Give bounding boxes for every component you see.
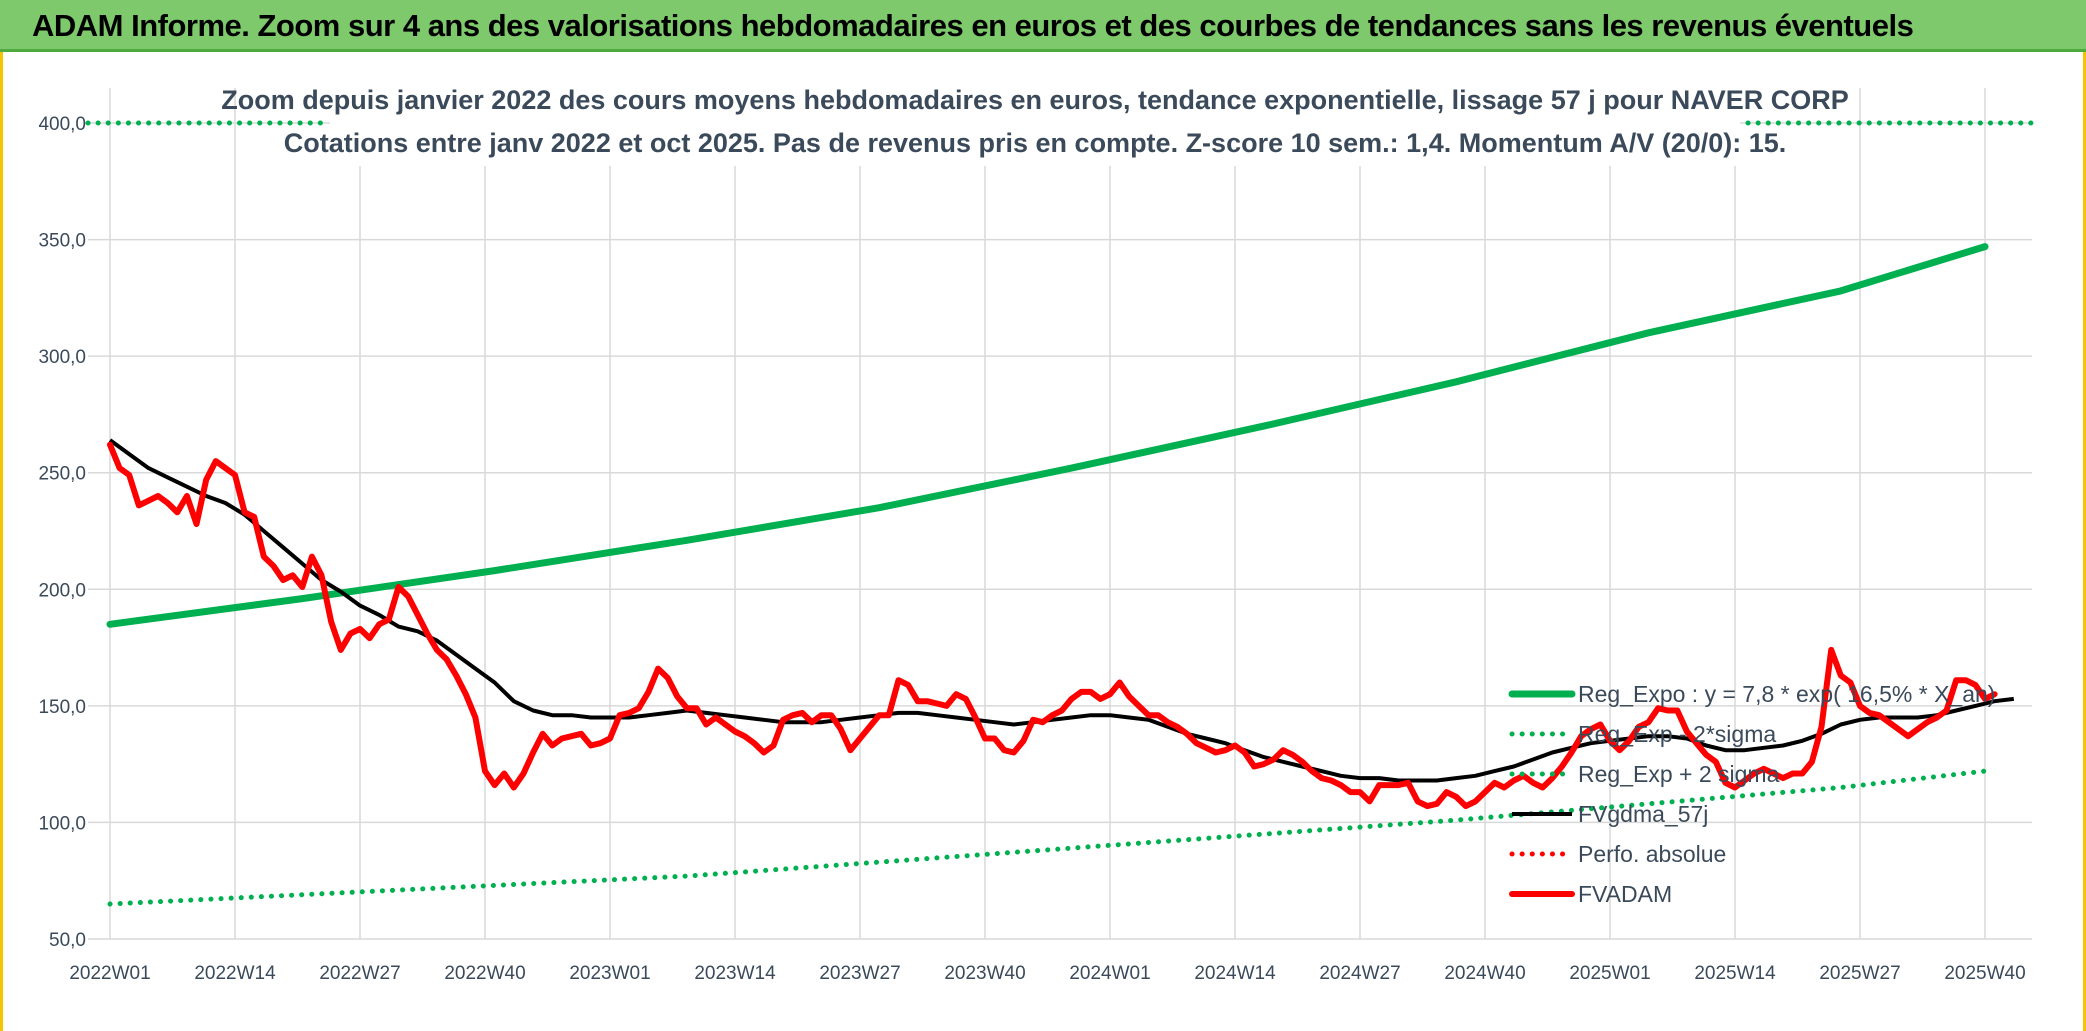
x-tick-label: 2025W14 (1694, 963, 1776, 984)
x-tick-label: 2025W40 (1944, 963, 2025, 984)
x-tick-label: 2022W27 (319, 963, 400, 984)
title-background (330, 76, 1740, 166)
x-tick-label: 2023W40 (944, 963, 1025, 984)
y-tick-label: 350,0 (38, 231, 86, 252)
legend-fvadam-label: FVADAM (1578, 881, 1672, 907)
x-tick-label: 2024W40 (1444, 963, 1525, 984)
x-tick-label: 2024W27 (1319, 963, 1400, 984)
y-tick-label: 400,0 (38, 114, 86, 135)
y-axis: 50,0 100,0 150,0 200,0 250,0 300,0 350,0 400,0 (38, 114, 86, 951)
x-tick-label: 2025W01 (1569, 963, 1650, 984)
y-tick-label: 250,0 (38, 464, 86, 485)
y-tick-label: 100,0 (38, 813, 86, 834)
legend-plus-sigma-label: Reg_Exp + 2 sigma (1578, 761, 1780, 787)
legend-minus-sigma-label: Reg_Exp - 2*sigma (1578, 721, 1776, 747)
series-line-minus-sigma (107, 768, 1988, 907)
chart-frame (0, 52, 2086, 1031)
x-tick-label: 2023W01 (569, 963, 650, 984)
series-line-fvadam (107, 441, 1998, 810)
x-tick-label: 2025W27 (1819, 963, 1900, 984)
x-tick-label: 2023W27 (819, 963, 900, 984)
legend: Reg_Expo : y = 7,8 * exp( 16,5% * X_an) R… (1508, 681, 1995, 907)
series-line-reg-expo (106, 243, 1989, 628)
chart-grid (88, 88, 2032, 940)
legend-perfo-label: Perfo. absolue (1578, 841, 1726, 867)
chart-title-line2: Cotations entre janv 2022 et oct 2025. P… (284, 128, 1787, 158)
series-layer (85, 120, 2035, 907)
x-tick-label: 2024W14 (1194, 963, 1276, 984)
y-tick-label: 150,0 (38, 697, 86, 718)
header-banner: ADAM Informe. Zoom sur 4 ans des valoris… (0, 0, 2086, 52)
x-tick-label: 2022W40 (444, 963, 525, 984)
y-tick-label: 50,0 (49, 930, 86, 951)
x-tick-label: 2024W01 (1069, 963, 1150, 984)
report-title: ADAM Informe. Zoom sur 4 ans des valoris… (32, 8, 1914, 43)
x-tick-label: 2022W01 (69, 963, 150, 984)
x-axis: 2022W01 2022W14 2022W27 2022W40 2023W01 2023W… (69, 963, 2025, 984)
x-tick-label: 2022W14 (194, 963, 276, 984)
y-tick-label: 200,0 (38, 580, 86, 601)
legend-fvgdma-label: FVgdma_57j (1578, 801, 1708, 827)
chart-title-line1: Zoom depuis janvier 2022 des cours moyen… (221, 85, 1849, 115)
x-tick-label: 2023W14 (694, 963, 776, 984)
legend-reg-expo-label: Reg_Expo : y = 7,8 * exp( 16,5% * X_an) (1578, 681, 1995, 707)
y-tick-label: 300,0 (38, 347, 86, 368)
